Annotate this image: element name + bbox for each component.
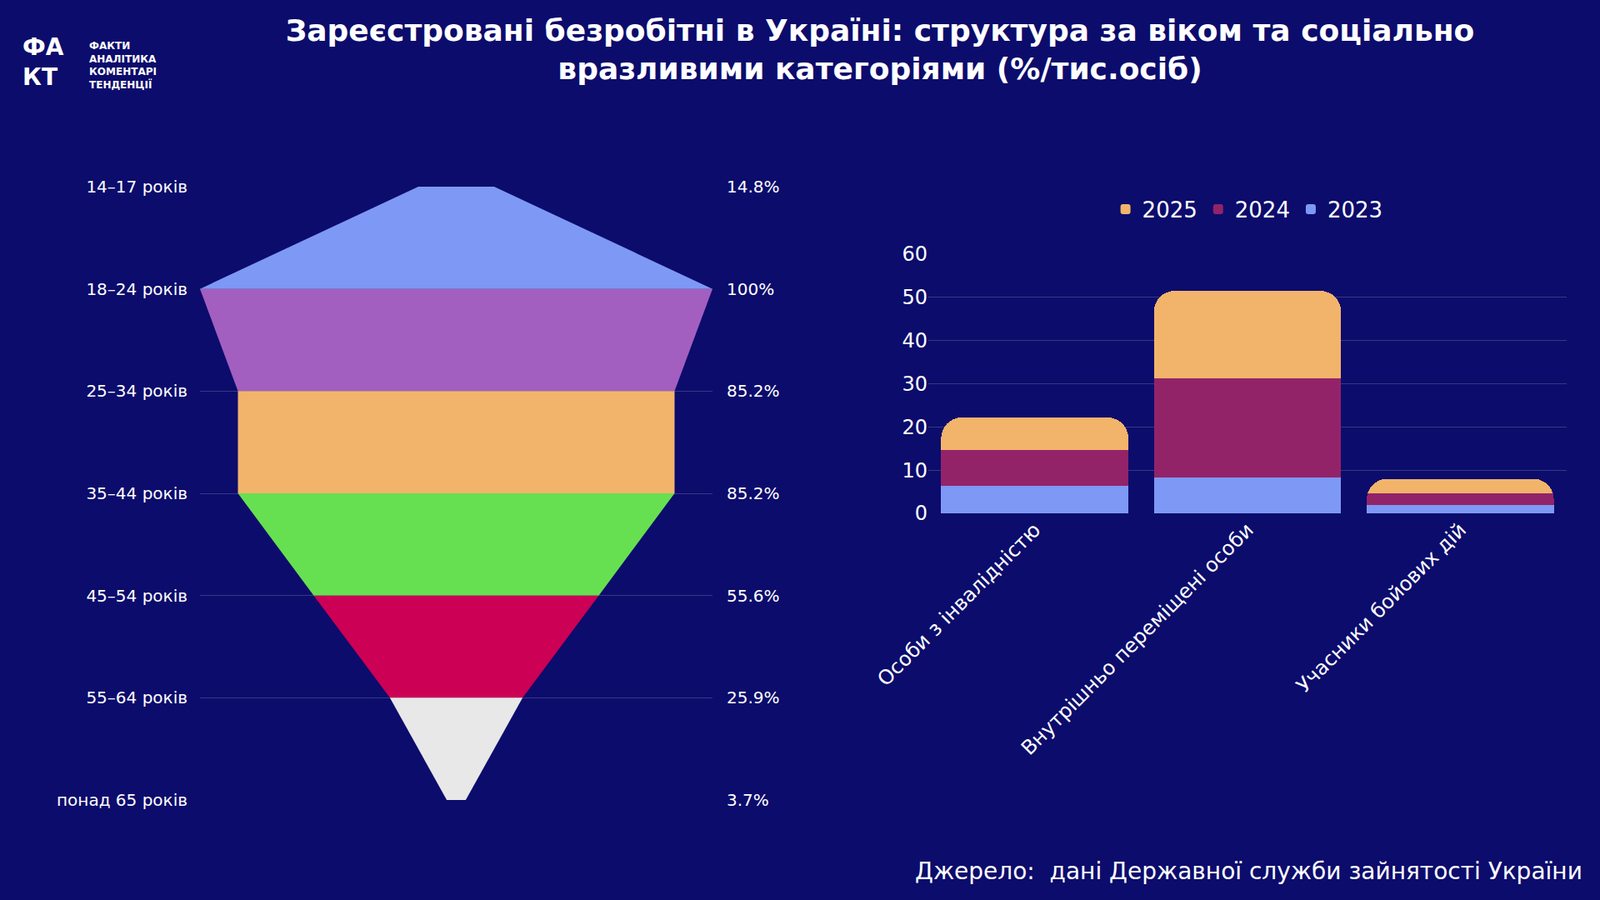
svg-text:ФАКТ: ФАКТ: [22, 33, 65, 91]
svg-text:понад 65 років: понад 65 років: [56, 790, 188, 810]
svg-text:55–64 років: 55–64 років: [85, 687, 188, 708]
svg-text:Джерело: дані Державної служб: Джерело: дані Державної служби зайнятост…: [915, 857, 1583, 885]
svg-text:50: 50: [901, 285, 928, 310]
svg-text:35–44 років: 35–44 років: [85, 483, 188, 504]
svg-text:85.2%: 85.2%: [726, 380, 780, 401]
svg-text:2023: 2023: [1327, 197, 1383, 223]
svg-text:25.9%: 25.9%: [726, 687, 780, 708]
svg-text:14.8%: 14.8%: [726, 176, 780, 197]
svg-text:85.2%: 85.2%: [726, 483, 780, 504]
svg-text:Внутрішньо переміщені особи: Внутрішньо переміщені особи: [1016, 518, 1259, 760]
svg-text:20: 20: [901, 415, 928, 440]
svg-text:2025: 2025: [1142, 197, 1198, 223]
svg-text:2024: 2024: [1235, 197, 1290, 223]
svg-text:3.7%: 3.7%: [726, 790, 770, 810]
svg-text:45–54 років: 45–54 років: [85, 585, 188, 606]
svg-text:10: 10: [901, 459, 928, 483]
svg-text:30: 30: [901, 372, 928, 396]
svg-text:Учасники бойових дій: Учасники бойових дій: [1291, 518, 1471, 698]
svg-text:Особи з інвалідністю: Особи з інвалідністю: [872, 518, 1045, 691]
svg-text:18–24 років: 18–24 років: [85, 279, 188, 300]
svg-text:40: 40: [901, 329, 928, 353]
svg-text:55.6%: 55.6%: [726, 585, 780, 606]
svg-text:60: 60: [901, 242, 928, 266]
svg-text:25–34 років: 25–34 років: [85, 380, 188, 401]
svg-text:14–17 років: 14–17 років: [85, 176, 188, 197]
svg-text:100%: 100%: [726, 279, 775, 300]
svg-text:ФАКТИАНАЛІТИКАКОМЕНТАРІТЕНДЕНЦ: ФАКТИАНАЛІТИКАКОМЕНТАРІТЕНДЕНЦІЇ: [89, 40, 157, 91]
svg-text:0: 0: [915, 501, 928, 525]
svg-text:Зареєстровані безробітні в Укр: Зареєстровані безробітні в Україні: стру…: [285, 13, 1475, 87]
